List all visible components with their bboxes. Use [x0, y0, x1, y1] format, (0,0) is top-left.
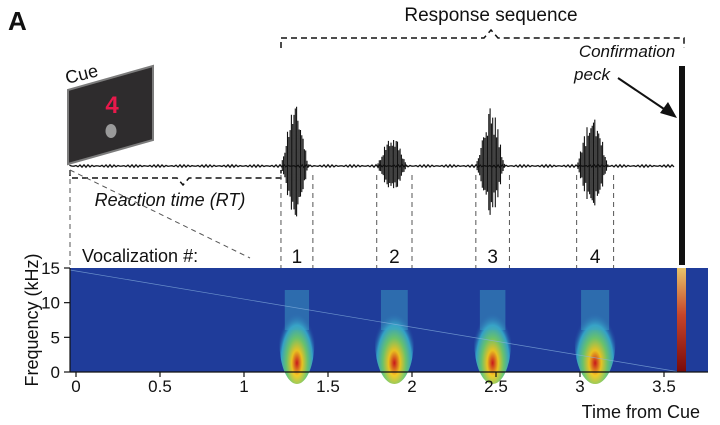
- x-tick-label: 0: [71, 377, 80, 396]
- confirmation-arrow: [617, 77, 668, 112]
- vocalization-burst-4: [577, 119, 609, 206]
- vocalization-numbers: 1 2 3 4: [292, 247, 601, 268]
- y-tick-label: 0: [51, 363, 60, 382]
- vocalization-burst-1: [281, 106, 309, 217]
- spectrogram-energy-3: [474, 300, 512, 384]
- y-tick-label: 10: [41, 294, 60, 313]
- y-tick-label: 5: [51, 328, 60, 347]
- reaction-time-label: Reaction time (RT): [95, 190, 246, 210]
- confirmation-peck-bar: [679, 66, 685, 265]
- cue-screen: 4: [67, 64, 154, 166]
- confirmation-label-line1: Confirmation: [579, 42, 675, 61]
- x-tick-label: 3: [575, 377, 584, 396]
- response-sequence-bracket: [280, 28, 685, 48]
- x-tick-label: 3.5: [652, 377, 676, 396]
- response-sequence-label: Response sequence: [404, 5, 577, 26]
- guide-cue-diagonal: [69, 169, 251, 259]
- spectrogram-energy-1: [279, 300, 315, 384]
- panel-label: A: [8, 6, 27, 36]
- waveform-baseline: [69, 163, 675, 169]
- vocalization-burst-3: [476, 108, 505, 215]
- spectrogram-energy-2: [374, 300, 414, 384]
- spectrogram-harmonics-4: [581, 290, 610, 330]
- vocalization-number-1: 1: [292, 247, 303, 268]
- x-ticks: 0 0.5 1 1.5 2 2.5 3 3.5: [71, 372, 676, 396]
- y-ticks: 0 5 10 15: [41, 259, 70, 382]
- vocalization-number-2: 2: [389, 247, 400, 268]
- reaction-time-bracket: [69, 170, 282, 187]
- spectrogram-harmonics-2: [380, 290, 408, 330]
- x-tick-label: 2.5: [484, 377, 508, 396]
- x-tick-label: 1.5: [316, 377, 340, 396]
- spectrogram-harmonics-3: [479, 290, 506, 330]
- y-tick-label: 15: [41, 259, 60, 278]
- spectrogram: [69, 268, 708, 384]
- x-tick-label: 0.5: [148, 377, 172, 396]
- cue-light-icon: [105, 124, 117, 138]
- confirmation-arrowhead-icon: [660, 102, 677, 118]
- cue-digit: 4: [105, 92, 119, 119]
- spectrogram-energy-4: [574, 300, 616, 384]
- x-axis-label: Time from Cue: [582, 402, 700, 422]
- x-tick-label: 1: [239, 377, 248, 396]
- spectrogram-harmonics-1: [284, 290, 310, 330]
- vocalization-number-4: 4: [590, 247, 601, 268]
- vocalization-label: Vocalization #:: [82, 246, 198, 266]
- confirmation-label-line2: peck: [573, 65, 611, 84]
- vocalization-burst-2: [377, 140, 408, 189]
- vocalization-number-3: 3: [487, 247, 498, 268]
- spectrogram-artifact-line: [69, 269, 681, 373]
- peck-spectral-band: [677, 268, 686, 372]
- audio-waveform: [69, 106, 675, 217]
- x-tick-label: 2: [407, 377, 416, 396]
- y-axis-label: Frequency (kHz): [22, 253, 42, 386]
